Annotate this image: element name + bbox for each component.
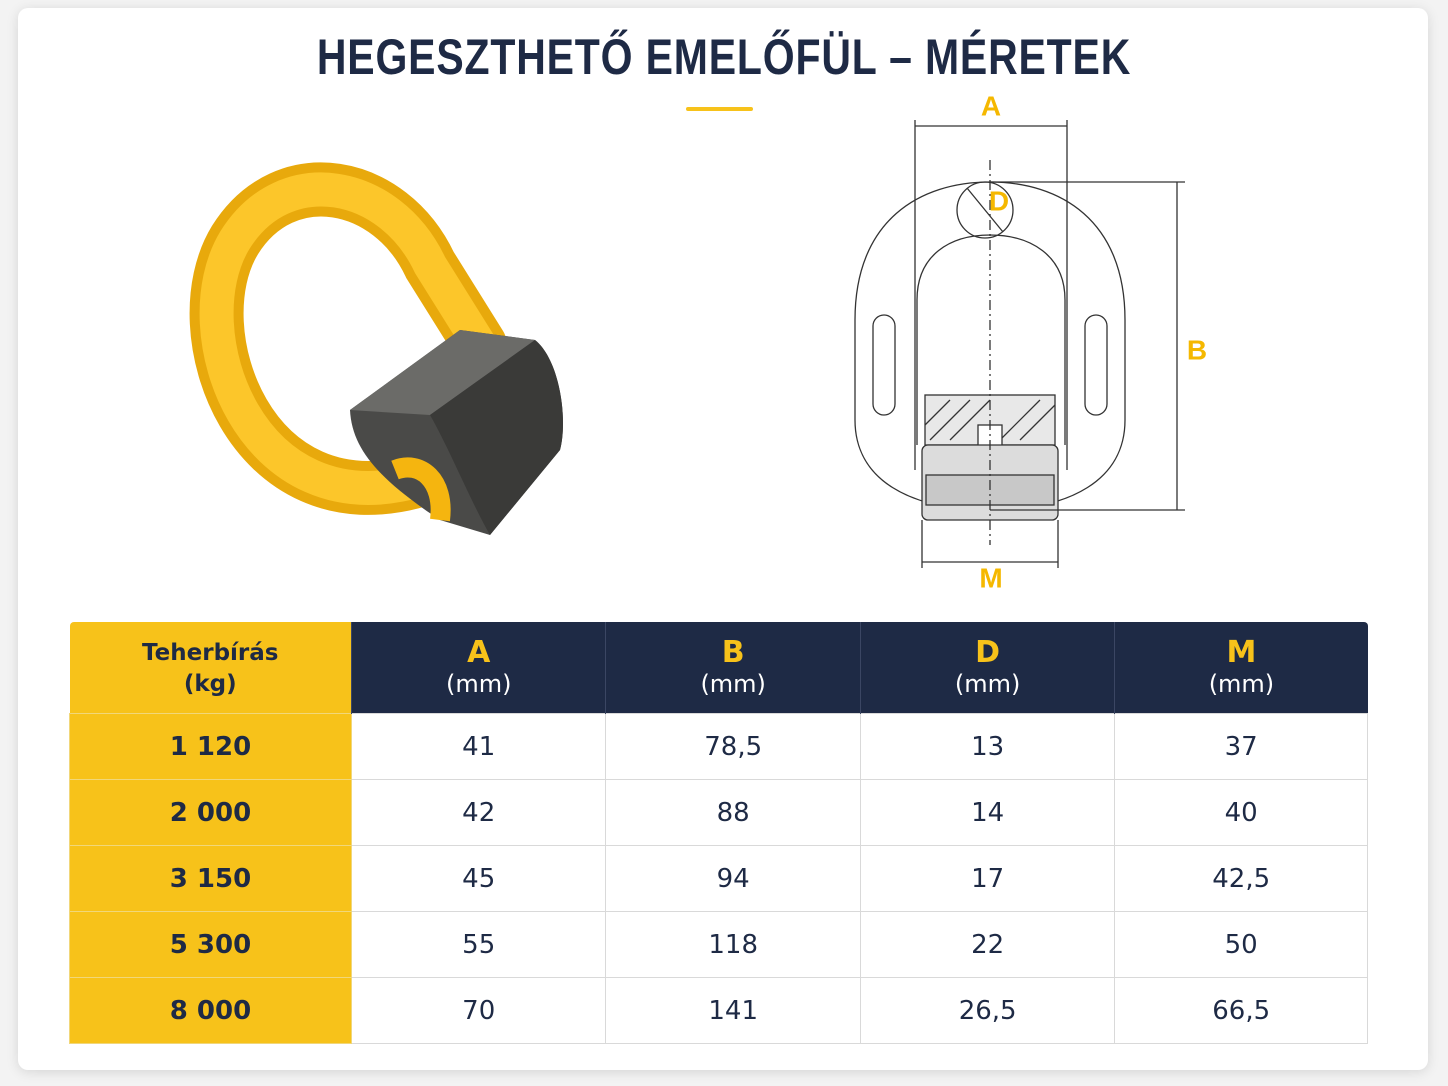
dimension-cell: 22 bbox=[859, 911, 1116, 978]
illustrations: A B D M bbox=[189, 90, 1207, 593]
column-unit: (mm) bbox=[1208, 669, 1275, 698]
table-row: 8 000 70 141 26,5 66,5 bbox=[69, 977, 1368, 1044]
dimension-cell: 118 bbox=[605, 911, 861, 978]
column-name: B bbox=[721, 634, 745, 670]
column-header: B (mm) bbox=[605, 622, 861, 714]
column-unit: (mm) bbox=[445, 669, 512, 698]
dimension-cell: 17 bbox=[859, 845, 1116, 912]
capacity-cell: 1 120 bbox=[69, 713, 352, 780]
column-name: M bbox=[1226, 634, 1257, 670]
column-header: Teherbírás (kg) bbox=[69, 622, 352, 714]
label-a: A bbox=[981, 90, 1001, 121]
dimension-cell: 70 bbox=[350, 977, 607, 1044]
dimension-cell: 42 bbox=[350, 779, 607, 846]
table-row: 3 150 45 94 17 42,5 bbox=[69, 845, 1368, 912]
dimension-cell: 37 bbox=[1114, 713, 1368, 780]
title-underline bbox=[686, 107, 753, 111]
dimension-cell: 88 bbox=[605, 779, 861, 846]
capacity-cell: 2 000 bbox=[69, 779, 352, 846]
dimension-cell: 50 bbox=[1114, 911, 1368, 978]
column-unit: (kg) bbox=[183, 670, 237, 697]
dimension-cell: 41 bbox=[350, 713, 607, 780]
dimension-cell: 40 bbox=[1114, 779, 1368, 846]
dimension-table: Teherbírás (kg) A (mm) B (mm) D (mm) M (mm) 1 120… bbox=[69, 622, 1368, 1044]
dimension-cell: 94 bbox=[605, 845, 861, 912]
dimension-cell: 13 bbox=[859, 713, 1116, 780]
column-name: D bbox=[975, 634, 1001, 670]
table-body: 1 120 41 78,5 13 37 2 000 42 88 14 40 3 150 45 94 17 4… bbox=[69, 713, 1368, 1044]
column-header: M (mm) bbox=[1114, 622, 1368, 714]
dimension-cell: 26,5 bbox=[859, 977, 1116, 1044]
column-unit: (mm) bbox=[954, 669, 1021, 698]
dimension-cell: 45 bbox=[350, 845, 607, 912]
column-header: A (mm) bbox=[350, 622, 606, 714]
product-photo bbox=[189, 162, 563, 535]
dimension-cell: 78,5 bbox=[605, 713, 861, 780]
dimension-cell: 42,5 bbox=[1114, 845, 1368, 912]
table-row: 5 300 55 118 22 50 bbox=[69, 911, 1368, 978]
capacity-cell: 3 150 bbox=[69, 845, 352, 912]
dimension-cell: 14 bbox=[859, 779, 1116, 846]
dimension-cell: 55 bbox=[350, 911, 607, 978]
column-name: Teherbírás bbox=[142, 639, 279, 666]
title: HEGESZTHETŐ EMELŐFÜL – MÉRETEK bbox=[316, 29, 1132, 85]
label-m: M bbox=[979, 562, 1002, 593]
dimension-drawing bbox=[854, 120, 1185, 568]
table-row: 2 000 42 88 14 40 bbox=[69, 779, 1368, 846]
dimension-cell: 66,5 bbox=[1114, 977, 1368, 1044]
dimension-cell: 141 bbox=[605, 977, 861, 1044]
table-row: 1 120 41 78,5 13 37 bbox=[69, 713, 1368, 780]
header-row: Teherbírás (kg) A (mm) B (mm) D (mm) M (mm) bbox=[69, 622, 1368, 714]
column-unit: (mm) bbox=[700, 669, 766, 698]
label-b: B bbox=[1187, 334, 1207, 365]
column-header: D (mm) bbox=[859, 622, 1115, 714]
capacity-cell: 5 300 bbox=[69, 911, 352, 978]
capacity-cell: 8 000 bbox=[69, 977, 352, 1044]
label-d: D bbox=[989, 185, 1009, 216]
column-name: A bbox=[467, 634, 491, 670]
